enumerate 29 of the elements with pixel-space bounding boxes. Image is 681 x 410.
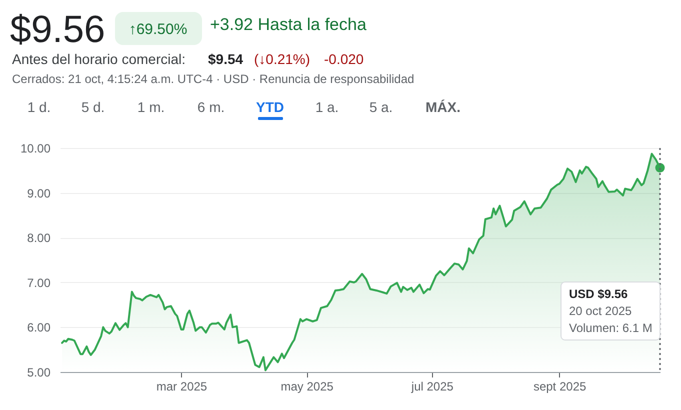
text: Antes del horario comercial: <box>12 51 186 67</box>
text: 5 a. <box>369 99 393 115</box>
y-tick-label: 7.00 <box>27 276 51 290</box>
text: YTD <box>256 99 284 115</box>
text: Cerrados: 21 oct, 4:15:24 a.m. UTC-4 · USD · Renuncia de responsabilidad <box>12 72 414 86</box>
x-tick-label: jul 2025 <box>410 380 454 394</box>
y-tick-label: 5.00 <box>27 366 51 380</box>
text: 5 d. <box>81 99 105 115</box>
text: 6 m. <box>197 99 225 115</box>
text: ↑69.50% <box>128 21 188 38</box>
text: 1 d. <box>27 99 51 115</box>
y-tick-label: 9.00 <box>27 186 51 200</box>
x-tick-label: mar 2025 <box>156 380 208 394</box>
y-tick-label: 10.00 <box>20 142 51 156</box>
text: 1 a. <box>315 99 339 115</box>
text: $9.54 <box>208 51 244 67</box>
annotation: 20 oct 2025 <box>569 304 632 318</box>
text: -0.020 <box>324 51 364 67</box>
text: 1 m. <box>137 99 165 115</box>
chart-title: $9.56 <box>10 9 106 51</box>
text: (↓0.21%) <box>254 51 310 67</box>
y-tick-label: 6.00 <box>27 320 51 335</box>
text: MÁX. <box>426 99 460 115</box>
x-tick-label: sept 2025 <box>533 380 586 394</box>
x-tick-label: may 2025 <box>280 380 334 394</box>
text: +3.92 Hasta la fecha <box>210 15 367 34</box>
annotation: Volumen: 6.1 M <box>569 321 652 335</box>
y-tick-label: 8.00 <box>27 231 51 246</box>
annotation: USD $9.56 <box>569 287 628 301</box>
